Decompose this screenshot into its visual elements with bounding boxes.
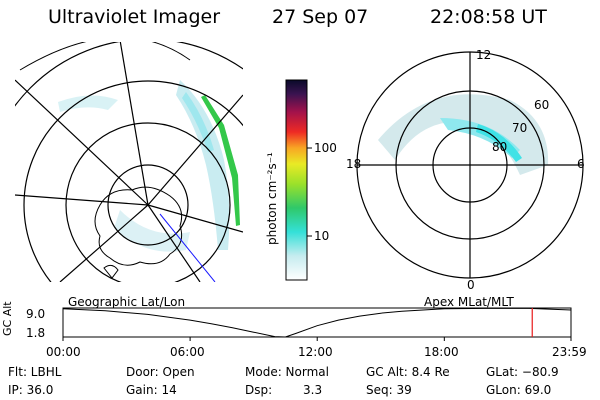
meridian-line (59, 204, 149, 282)
latitude-circle (23, 80, 243, 282)
glat-status: GLat: −80.9 (486, 365, 559, 379)
geo-panel-label: Geographic Lat/Lon (68, 295, 186, 309)
auroral-emission (378, 94, 549, 175)
frame-arc (19, 42, 191, 71)
x-tick-label: 12:00 (298, 345, 333, 359)
colorbar-gradient (285, 79, 308, 281)
door-status: Door: Open (126, 365, 195, 379)
mag-panel-label: Apex MLat/MLT (424, 295, 514, 309)
mlt-label-6: 6 (577, 157, 585, 171)
coastline (94, 186, 183, 266)
altitude-ytick-bottom: 1.8 (26, 326, 46, 340)
emission-patch (114, 210, 190, 252)
meridian-line (147, 204, 201, 282)
meridian-line (119, 42, 149, 206)
meridian-line (15, 194, 149, 206)
meridian-line (147, 204, 243, 233)
x-tick-label: 18:00 (424, 345, 459, 359)
x-tick-label: 00:00 (46, 345, 81, 359)
mlat-label-80: 80 (492, 140, 508, 154)
glon-status: GLon: 69.0 (486, 383, 552, 397)
latitude-circle (107, 164, 189, 246)
ip-status: IP: 36.0 (8, 383, 54, 397)
time-label: 22:08:58 UT (430, 6, 547, 28)
mlt-label-0: 0 (467, 278, 475, 292)
x-tick-label: 06:00 (170, 345, 205, 359)
mlat-label-70: 70 (512, 121, 528, 135)
meridian-line (147, 94, 243, 206)
emission-patch (58, 95, 118, 112)
x-tick-label: 23:59 (552, 345, 587, 359)
filter-status: Flt: LBHL (8, 365, 62, 379)
auroral-oval-emission (176, 80, 230, 250)
colorbar-tick-10: 10 (314, 229, 330, 243)
auroral-emission-bright (440, 118, 520, 158)
dsp-label: Dsp: (245, 383, 273, 397)
gc-alt-status: GC Alt: 8.4 Re (366, 365, 450, 379)
colorbar-tick-100: 100 (314, 141, 337, 155)
mlt-label-12: 12 (476, 48, 492, 62)
altitude-ytick-top: 9.0 (26, 307, 46, 321)
meridian-line (15, 79, 149, 206)
seq-status: Seq: 39 (366, 383, 412, 397)
auroral-emission-peak (476, 124, 522, 162)
mlt-label-18: 18 (346, 157, 362, 171)
altitude-ylabel: GC Alt (1, 301, 14, 336)
terminator-line (159, 213, 216, 282)
latitude-circle (65, 122, 231, 282)
mlat-label-60: 60 (534, 98, 550, 112)
dsp-value: 3.3 (303, 383, 323, 397)
altitude-plot-frame (62, 307, 572, 338)
coastline (103, 264, 119, 279)
date-label: 27 Sep 07 (272, 6, 369, 28)
instrument-title: Ultraviolet Imager (48, 6, 221, 28)
altitude-series-line (62, 307, 572, 338)
gain-status: Gain: 14 (126, 383, 177, 397)
mode-status: Mode: Normal (245, 365, 329, 379)
